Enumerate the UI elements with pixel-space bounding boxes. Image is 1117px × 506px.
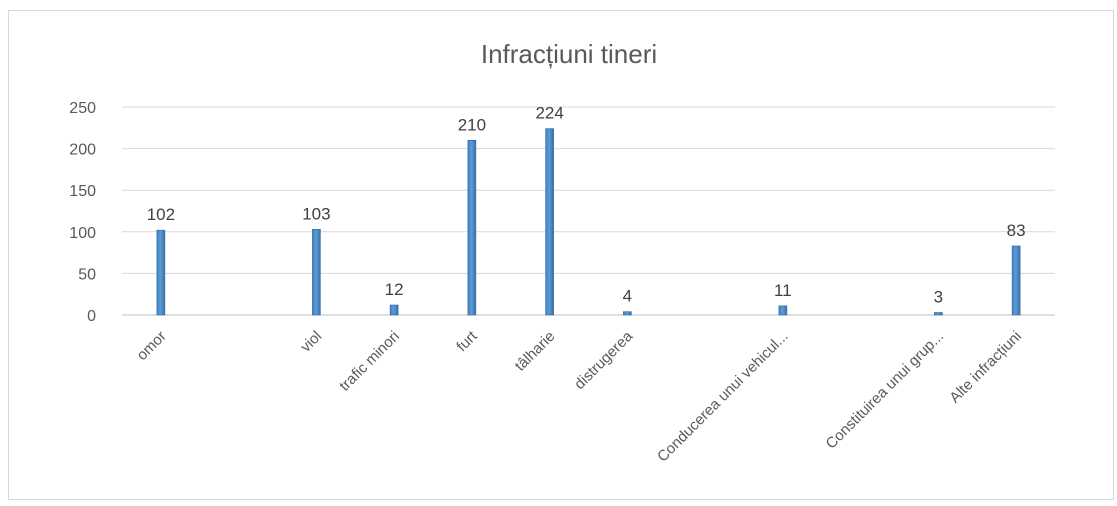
y-axis-ticks: 0 50 100 150 200 250 — [69, 100, 96, 325]
y-tick-label: 100 — [69, 225, 96, 242]
y-tick-label: 200 — [69, 142, 96, 159]
bar — [934, 312, 943, 316]
y-tick-label: 250 — [69, 100, 96, 117]
data-label: 12 — [385, 280, 404, 299]
data-label: 102 — [147, 205, 175, 224]
category-label: trafic minori — [336, 328, 403, 395]
bar — [545, 128, 554, 316]
bar — [156, 229, 166, 316]
bars — [156, 128, 1021, 316]
bar — [467, 139, 477, 316]
category-label: Conducerea unui vehicul... — [654, 328, 792, 466]
category-label: Alte infracțiuni — [946, 328, 1025, 407]
data-label: 4 — [623, 287, 632, 306]
category-label: viol — [297, 328, 325, 356]
category-labels: omor viol trafic minori furt tâlharie distrug… — [134, 327, 1025, 465]
data-label: 11 — [774, 281, 792, 300]
category-label: omor — [134, 328, 170, 364]
y-tick-label: 150 — [69, 183, 96, 200]
category-label: Constituirea unui grup... — [823, 328, 948, 453]
data-label: 224 — [535, 104, 563, 123]
bar — [312, 229, 321, 316]
bar — [1011, 245, 1021, 316]
gridlines — [122, 106, 1055, 316]
bar — [389, 304, 399, 316]
bar — [623, 311, 632, 316]
data-label: 210 — [458, 115, 486, 134]
category-label: distrugerea — [571, 327, 637, 393]
bar — [778, 305, 788, 316]
data-label: 3 — [934, 288, 943, 307]
category-label: tâlharie — [512, 328, 559, 375]
data-label: 83 — [1007, 221, 1026, 240]
category-label: furt — [453, 327, 481, 355]
chart-frame — [8, 10, 1114, 500]
data-label: 103 — [302, 204, 330, 223]
chart-title: Infracțiuni tineri — [481, 39, 657, 69]
data-labels: 102 103 12 210 224 4 11 3 83 — [147, 104, 1026, 307]
y-tick-label: 0 — [87, 308, 96, 325]
y-tick-label: 50 — [78, 266, 96, 283]
